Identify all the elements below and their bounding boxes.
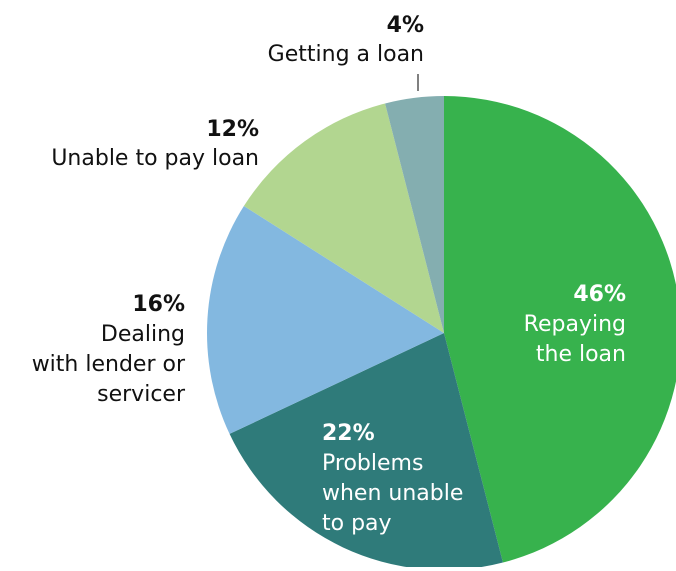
pie-labels: 46% Repaying the loan 22% Problems when unabl… — [32, 13, 626, 536]
slice-category-label: servicer — [97, 382, 186, 407]
slice-category-label: with lender or — [32, 352, 186, 377]
pie-slice-5 — [385, 96, 444, 333]
pie-slices — [207, 96, 676, 570]
pie-slice-3 — [207, 206, 444, 434]
pie-slice-2 — [229, 333, 503, 570]
slice-percent-label: 22% — [322, 421, 375, 446]
slice-percent-label: 46% — [573, 282, 626, 307]
slice-percent-label: 16% — [132, 292, 185, 317]
slice-category-label: the loan — [536, 342, 626, 367]
pie-slice-4 — [243, 103, 444, 333]
slice-category-label: Repaying — [524, 312, 626, 337]
slice-percent-label: 12% — [206, 117, 259, 142]
slice-category-label: Unable to pay loan — [51, 146, 259, 171]
slice-category-label: to pay — [322, 511, 392, 536]
slice-category-label: Problems — [322, 451, 423, 476]
pie-slice-1 — [444, 96, 676, 563]
slice-category-label: when unable — [322, 481, 463, 506]
slice-percent-label: 4% — [387, 13, 424, 38]
slice-category-label: Getting a loan — [268, 42, 424, 67]
slice-category-label: Dealing — [101, 322, 185, 347]
